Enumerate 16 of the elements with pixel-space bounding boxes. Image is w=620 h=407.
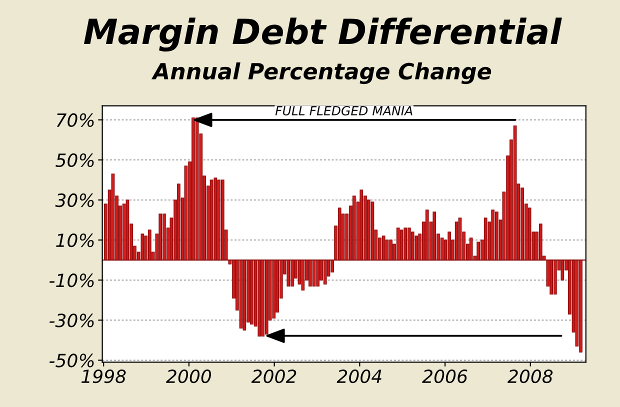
chart-subtitle: Annual Percentage Change <box>151 62 492 84</box>
x-tick-label: 2006 <box>422 369 468 384</box>
y-tick-label: 50% <box>56 153 94 168</box>
annotation: FULL FLEDGED MANIA <box>275 106 412 116</box>
y-tick-label: -30% <box>50 314 94 328</box>
y-tick-label: 70% <box>56 113 94 127</box>
chart-title: Margin Debt Differential <box>84 18 562 52</box>
y-tick-label: 30% <box>55 193 94 208</box>
x-tick-label: 1998 <box>81 369 126 384</box>
x-tick-label: 2004 <box>336 369 382 384</box>
y-tick-label: -50% <box>50 354 94 368</box>
x-tick-label: 2008 <box>508 369 553 384</box>
x-tick-label: 2000 <box>166 369 212 384</box>
y-tick-label: -10% <box>50 274 94 288</box>
y-tick-label: 10% <box>56 233 94 248</box>
x-tick-label: 2002 <box>251 369 296 384</box>
